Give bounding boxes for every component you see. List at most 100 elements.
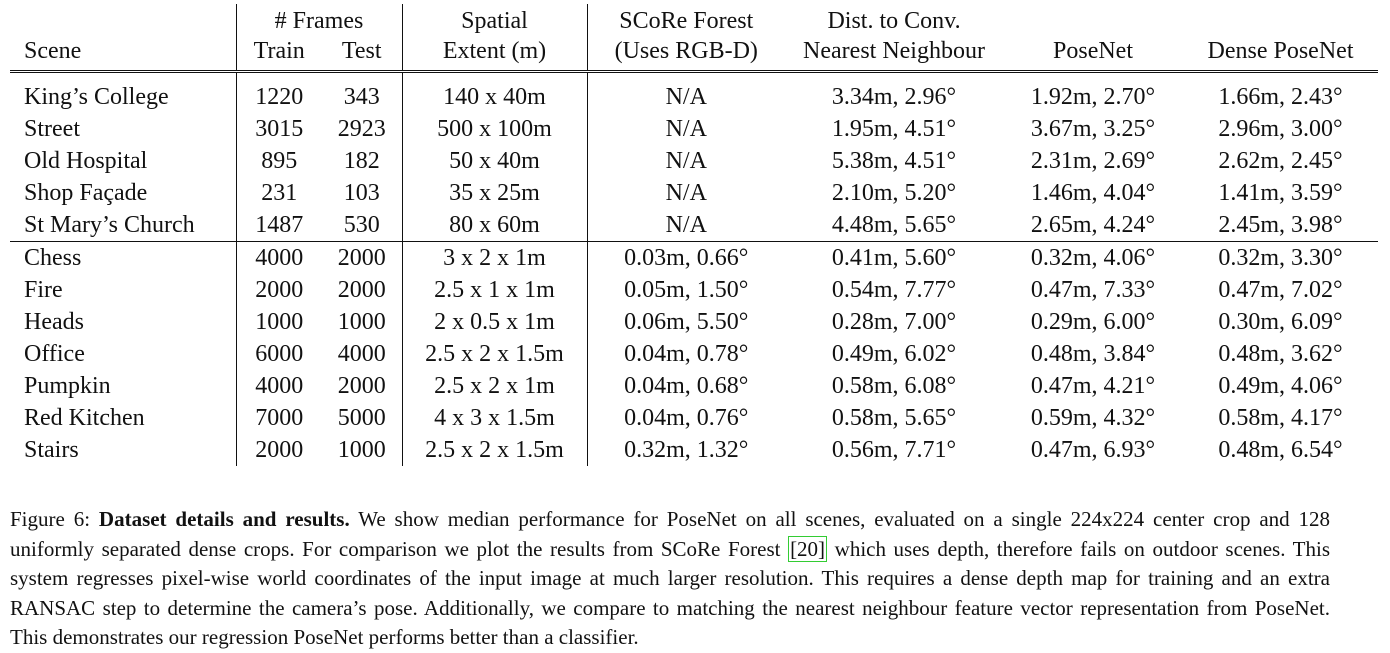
cell-train: 1220 [255, 84, 304, 110]
cell-dense-posenet: 0.48m, 6.54° [1218, 437, 1343, 463]
cell-score-forest: 0.05m, 1.50° [624, 277, 749, 303]
cell-dense-posenet: 2.62m, 2.45° [1218, 148, 1343, 174]
dataset-results-table: # Frames Spatial SCoRe Forest Dist. to C… [10, 4, 1378, 466]
cell-train: 231 [261, 180, 298, 206]
cell-scene: Shop Façade [10, 177, 237, 209]
header-frames: # Frames [236, 4, 403, 36]
cell-scene: Red Kitchen [10, 402, 237, 434]
cell-score-forest: N/A [665, 212, 707, 238]
header-dense-posenet: Dense PoseNet [1207, 38, 1354, 64]
cell-posenet: 0.47m, 6.93° [1030, 437, 1156, 463]
cell-scene: Chess [10, 241, 237, 274]
header-train: Train [253, 38, 305, 64]
cell-dense-posenet: 0.30m, 6.09° [1218, 309, 1343, 335]
cell-score-forest: N/A [665, 84, 707, 110]
cell-train: 895 [261, 148, 298, 174]
cell-nearest-neighbour: 5.38m, 4.51° [831, 148, 957, 174]
cell-dense-posenet: 0.49m, 4.06° [1218, 373, 1343, 399]
cell-posenet: 3.67m, 3.25° [1030, 116, 1156, 142]
cell-extent: 2.5 x 2 x 1m [402, 370, 588, 402]
cell-posenet: 2.31m, 2.69° [1030, 148, 1156, 174]
cell-nearest-neighbour: 0.41m, 5.60° [785, 241, 1003, 274]
cell-test: 2000 [322, 274, 403, 306]
cell-train: 1000 [255, 309, 304, 335]
cell-dense-posenet: 0.47m, 7.02° [1218, 277, 1343, 303]
cell-extent: 80 x 60m [402, 209, 588, 242]
cell-dense-posenet: 1.66m, 2.43° [1218, 84, 1343, 110]
cell-dense-posenet: 0.58m, 4.17° [1218, 405, 1343, 431]
cell-score-forest: 0.06m, 5.50° [624, 309, 749, 335]
table-row: King’s College 1220 343 140 x 40m N/A 3.34m, … [10, 81, 1378, 113]
cell-score-forest: N/A [665, 148, 707, 174]
table-row: Street 3015 2923 500 x 100m N/A 1.95m, 4.51° 3… [10, 113, 1378, 145]
cell-extent: 2.5 x 2 x 1.5m [402, 434, 588, 466]
cell-nearest-neighbour: 4.48m, 5.65° [831, 212, 957, 238]
cell-train: 4000 [236, 241, 322, 274]
header-extent: Extent (m) [402, 36, 588, 72]
cell-extent: 4 x 3 x 1.5m [402, 402, 588, 434]
cell-test: 4000 [322, 338, 403, 370]
caption-text-part1: We show median performance for PoseNet o… [10, 507, 1331, 561]
header-nearest-neighbour: Nearest Neighbour [803, 38, 985, 64]
results-table-container: # Frames Spatial SCoRe Forest Dist. to C… [10, 4, 1378, 466]
cell-score-forest: N/A [665, 116, 707, 142]
table-row: Stairs 2000 1000 2.5 x 2 x 1.5m 0.32m, 1.32°… [10, 434, 1378, 466]
header-scene-top [10, 4, 237, 36]
cell-posenet: 0.47m, 7.33° [1030, 277, 1156, 303]
cell-nearest-neighbour: 0.54m, 7.77° [831, 277, 957, 303]
cell-nearest-neighbour: 2.10m, 5.20° [831, 180, 957, 206]
cell-extent: 35 x 25m [402, 177, 588, 209]
cell-dense-posenet: 1.41m, 3.59° [1218, 180, 1343, 206]
header-test: Test [322, 36, 403, 72]
cell-test: 182 [322, 145, 403, 177]
header-dist-conv: Dist. to Conv. [827, 8, 961, 34]
cell-test: 530 [322, 209, 403, 242]
table-row: Fire 2000 2000 2.5 x 1 x 1m 0.05m, 1.50° 0.54… [10, 274, 1378, 306]
cell-nearest-neighbour: 0.58m, 6.08° [831, 373, 957, 399]
cell-posenet: 0.32m, 4.06° [1003, 241, 1183, 274]
cell-posenet: 1.46m, 4.04° [1030, 180, 1156, 206]
cell-train: 2000 [255, 277, 304, 303]
header-posenet: PoseNet [1053, 38, 1133, 64]
cell-test: 2000 [322, 241, 403, 274]
citation-link[interactable]: [20] [788, 535, 828, 562]
cell-test: 2923 [322, 113, 403, 145]
header-separator [10, 70, 1378, 81]
cell-nearest-neighbour: 1.95m, 4.51° [831, 116, 957, 142]
cell-extent: 50 x 40m [402, 145, 588, 177]
cell-test: 103 [322, 177, 403, 209]
table-row: Pumpkin 4000 2000 2.5 x 2 x 1m 0.04m, 0.68° 0… [10, 370, 1378, 402]
table-row: Heads 1000 1000 2 x 0.5 x 1m 0.06m, 5.50° 0.2… [10, 306, 1378, 338]
cell-score-forest: N/A [665, 180, 707, 206]
cell-test: 1000 [322, 434, 403, 466]
cell-score-forest: 0.04m, 0.68° [624, 373, 749, 399]
table-row: Old Hospital 895 182 50 x 40m N/A 5.38m, 4.51… [10, 145, 1378, 177]
cell-score-forest: 0.03m, 0.66° [587, 241, 785, 274]
header-row-top: # Frames Spatial SCoRe Forest Dist. to C… [10, 4, 1378, 36]
cell-score-forest: 0.04m, 0.76° [624, 405, 749, 431]
cell-test: 343 [322, 81, 403, 113]
cell-dense-posenet: 0.32m, 3.30° [1183, 241, 1378, 274]
cell-scene: Old Hospital [10, 145, 237, 177]
cell-extent: 2.5 x 1 x 1m [402, 274, 588, 306]
header-scene: Scene [10, 36, 237, 72]
cell-extent: 140 x 40m [402, 81, 588, 113]
table-row: Chess 4000 2000 3 x 2 x 1m 0.03m, 0.66° 0.41m… [10, 241, 1378, 274]
cell-test: 5000 [322, 402, 403, 434]
cell-scene: Heads [10, 306, 237, 338]
cell-posenet: 2.65m, 4.24° [1030, 212, 1156, 238]
cell-score-forest: 0.04m, 0.78° [624, 341, 749, 367]
caption-label: Figure 6: [10, 507, 91, 531]
table-row: Office 6000 4000 2.5 x 2 x 1.5m 0.04m, 0.78°… [10, 338, 1378, 370]
cell-scene: Fire [10, 274, 237, 306]
cell-posenet: 0.48m, 3.84° [1030, 341, 1156, 367]
cell-nearest-neighbour: 0.28m, 7.00° [831, 309, 957, 335]
table-body: King’s College 1220 343 140 x 40m N/A 3.34m, … [10, 70, 1378, 466]
cell-scene: Office [10, 338, 237, 370]
cell-posenet: 1.92m, 2.70° [1030, 84, 1156, 110]
cell-scene: St Mary’s Church [10, 209, 237, 242]
cell-score-forest: 0.32m, 1.32° [624, 437, 749, 463]
cell-scene: Stairs [10, 434, 237, 466]
header-score-forest: SCoRe Forest [619, 8, 754, 34]
cell-dense-posenet: 2.45m, 3.98° [1218, 212, 1343, 238]
